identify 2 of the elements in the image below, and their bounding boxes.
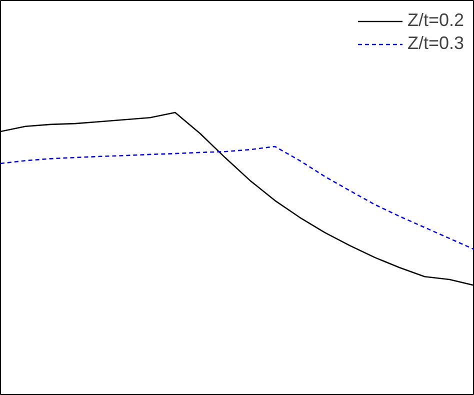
legend-label: Z/t=0.3 <box>407 33 464 54</box>
legend-label: Z/t=0.2 <box>407 10 464 31</box>
